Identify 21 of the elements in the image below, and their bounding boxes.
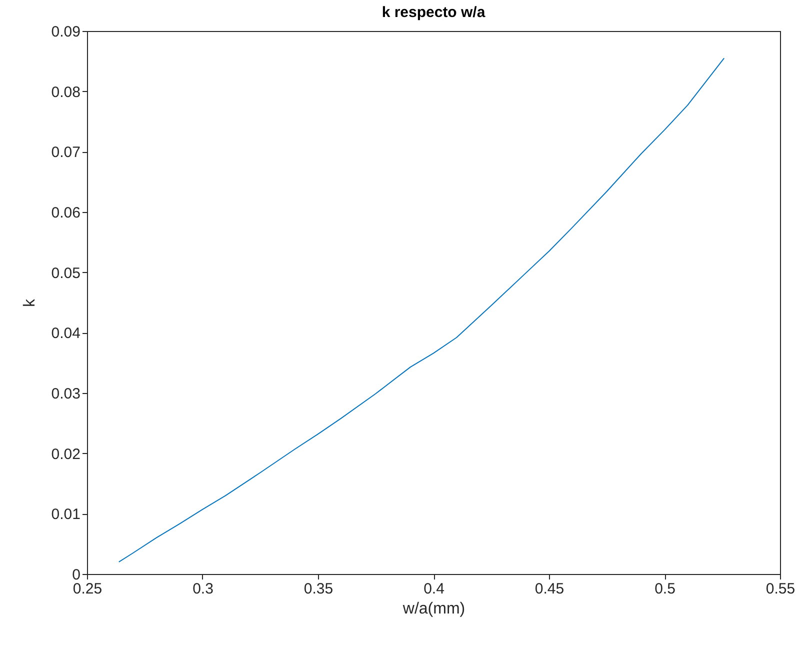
x-tick-label: 0.25: [72, 580, 102, 598]
x-tick-label: 0.3: [192, 580, 214, 598]
line-series: [118, 58, 725, 562]
y-tick-label: 0.01: [51, 506, 80, 524]
x-axis-title: w/a(mm): [402, 600, 466, 618]
x-tick-label: 0.45: [534, 580, 564, 598]
x-tick-label: 0.55: [766, 580, 796, 598]
y-axis-title: k: [21, 298, 38, 307]
x-tick-label: 0.35: [304, 580, 334, 598]
x-tick-label: 0.5: [654, 580, 676, 598]
y-tick-label: 0.06: [51, 204, 80, 222]
y-tick-label: 0.03: [51, 386, 80, 402]
y-tick-label: 0.02: [51, 446, 80, 463]
x-tick-label: 0.4: [424, 580, 444, 598]
y-tick-label: 0.08: [51, 84, 80, 101]
y-tick-label: 0.04: [51, 325, 80, 342]
y-tick-label: 0.05: [51, 264, 80, 282]
y-tick-label: 0: [72, 566, 80, 584]
chart-title: k respecto w/a: [382, 4, 486, 21]
y-tick-label: 0.09: [51, 24, 80, 40]
y-tick-label: 0.07: [51, 144, 80, 162]
